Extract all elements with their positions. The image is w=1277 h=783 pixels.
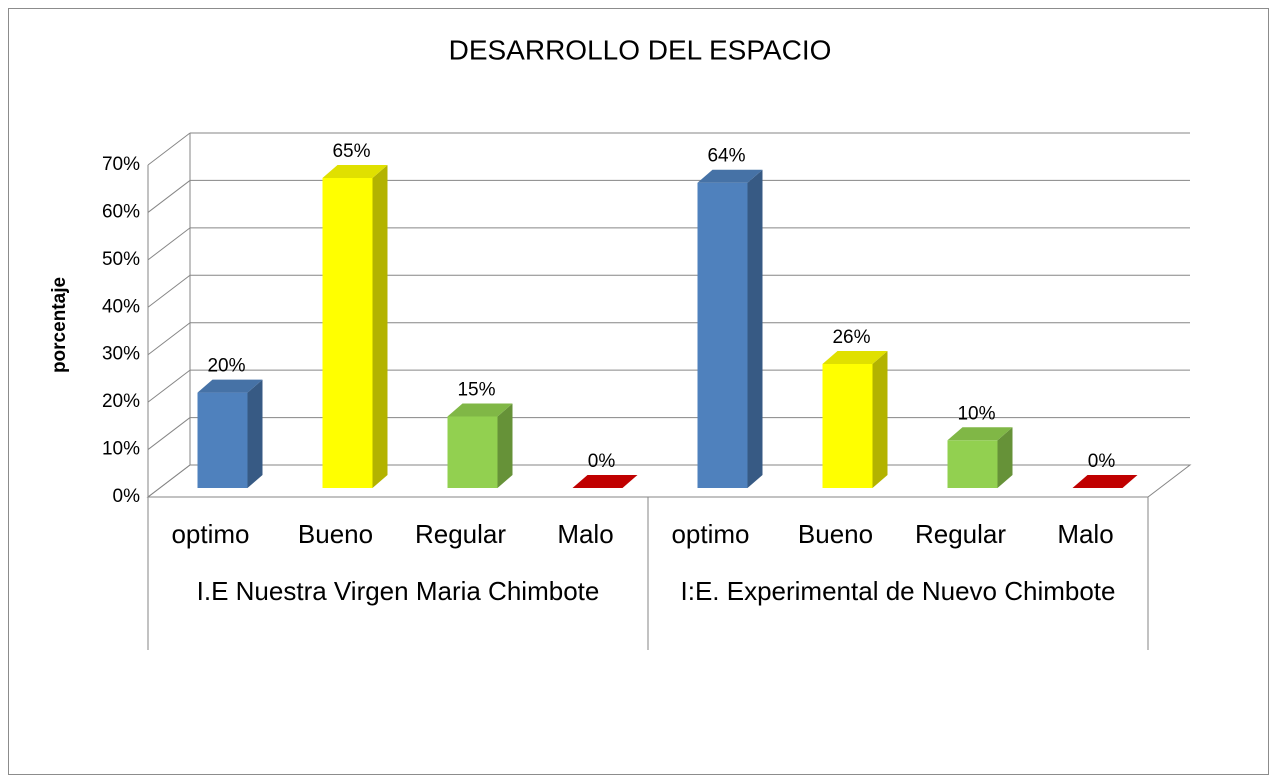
bar-front <box>322 177 373 488</box>
chart-frame <box>8 8 1269 775</box>
y-tick-label: 10% <box>102 439 140 460</box>
group-label-box: I:E. Experimental de Nuevo Chimbote <box>680 576 1116 606</box>
grid-diagonal <box>147 417 191 450</box>
grid-diagonal <box>147 369 191 403</box>
y-tick-label: 70% <box>102 154 140 175</box>
group-label-box: I.E Nuestra Virgen Maria Chimbote <box>196 576 600 606</box>
bar-front <box>822 363 873 488</box>
value-label: 10% <box>957 403 995 424</box>
y-tick-label: 30% <box>102 344 140 365</box>
bar-top <box>947 427 1013 441</box>
x-tick-label: Regular <box>915 519 1006 549</box>
bar-side <box>747 169 763 488</box>
bar-top <box>697 169 763 183</box>
bar-side <box>497 403 513 488</box>
value-label: 0% <box>588 451 616 472</box>
grid-diagonal <box>147 274 191 308</box>
bar-front <box>697 182 748 488</box>
x-tick-label: Bueno <box>298 519 373 549</box>
grid-diagonal <box>147 132 191 166</box>
value-label: 65% <box>332 141 370 162</box>
bar-top <box>197 379 263 393</box>
grid-diagonal <box>147 227 191 261</box>
value-label: 64% <box>707 146 745 167</box>
grid-diagonal <box>147 180 191 213</box>
y-tick-label: 40% <box>102 296 140 317</box>
value-label: 20% <box>207 356 245 377</box>
x-tick-label: Malo <box>1057 519 1113 549</box>
value-label: 15% <box>457 379 495 400</box>
y-tick-label: 60% <box>102 201 140 222</box>
bar-top <box>447 403 513 417</box>
group-label: I.E Nuestra Virgen Maria Chimbote <box>196 576 600 606</box>
chart-title: DESARROLLO DEL ESPACIO <box>449 34 832 65</box>
y-tick-label: 0% <box>113 486 141 507</box>
bar-top <box>322 164 388 178</box>
bar-front <box>447 416 498 488</box>
grid-diagonal <box>147 322 191 356</box>
bar-front <box>197 392 248 488</box>
x-tick-label: optimo <box>671 519 749 549</box>
bar-top <box>1072 475 1138 488</box>
grid-diagonal <box>147 464 191 498</box>
y-tick-label: 20% <box>102 391 140 412</box>
bar-side <box>247 379 263 488</box>
x-tick-label: Malo <box>557 519 613 549</box>
x-tick-label: optimo <box>171 519 249 549</box>
x-tick-label: Regular <box>415 519 506 549</box>
bar-side <box>372 164 388 488</box>
y-axis-label: porcentaje <box>49 277 70 373</box>
value-label: 26% <box>832 327 870 348</box>
y-tick-label: 50% <box>102 249 140 270</box>
bar-side <box>872 350 888 488</box>
bar-top <box>822 350 888 364</box>
value-label: 0% <box>1088 451 1116 472</box>
group-label: I:E. Experimental de Nuevo Chimbote <box>680 576 1116 606</box>
bar-front <box>947 440 998 488</box>
bar-top <box>572 475 638 488</box>
bar-side <box>997 427 1013 488</box>
x-tick-label: Bueno <box>798 519 873 549</box>
